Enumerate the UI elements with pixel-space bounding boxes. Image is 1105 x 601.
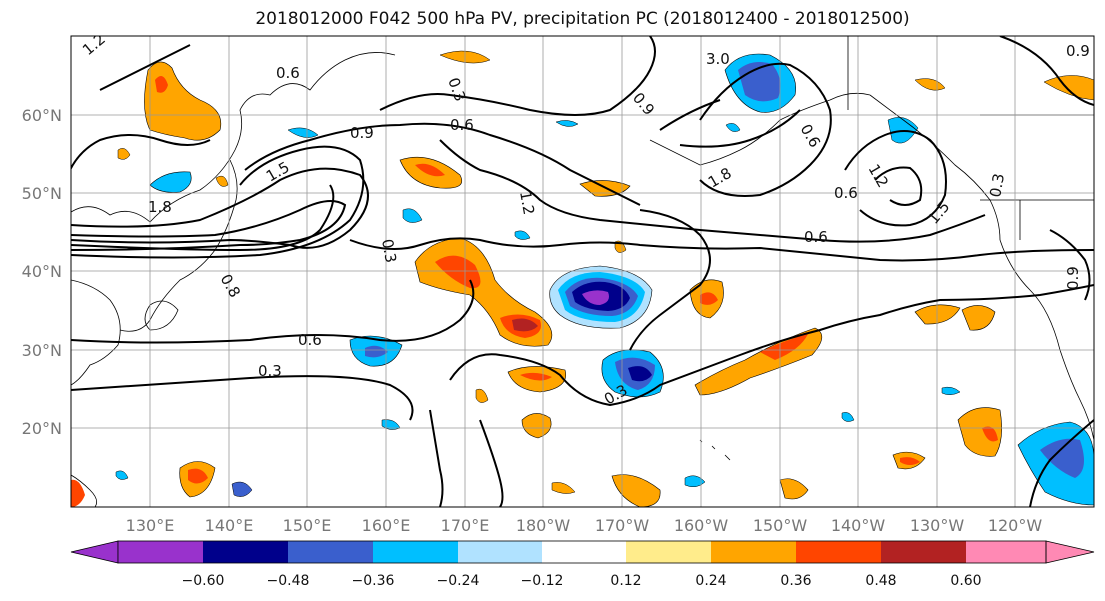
colorbar-bin [626,541,711,563]
colorbar-bin [288,541,373,563]
graticule [71,36,1094,507]
colorbar-tick: −0.36 [352,573,395,589]
map-frame [70,35,1095,508]
contour-label: 0.3 [258,362,282,380]
contour-label: 0.6 [298,331,322,349]
contour-label: 0.9 [1064,266,1082,290]
lat-label: 40°N [22,262,62,281]
colorbar-extend-high [1045,540,1095,564]
contour-label: 0.6 [804,228,828,246]
contour-label: 1.2 [516,190,538,217]
lon-label: 160°W [674,516,729,535]
colorbar-bin [966,541,1046,563]
contour-label: 0.6 [450,116,474,134]
colorbar-tick: 0.36 [780,573,811,589]
lon-label: 140°W [831,516,886,535]
colorbar-bin [796,541,881,563]
contour-label: 0.3 [378,238,400,265]
colorbar-bin [203,541,288,563]
lon-label: 170°E [441,516,490,535]
contour-label: 0.3 [986,172,1008,199]
longitude-labels: 130°E 140°E 150°E 160°E 170°E 180°W 170°… [126,516,1043,535]
lat-label: 50°N [22,184,62,203]
contour-label: 1.8 [148,198,172,216]
colorbar-tick: −0.12 [521,573,564,589]
contour-label: 0.9 [350,124,374,142]
lon-label: 160°E [362,516,411,535]
colorbar-tick: 0.48 [865,573,896,589]
contour-label: 3.0 [706,50,730,68]
colorbar-extend-low [70,540,119,564]
precip-shading [71,50,1094,507]
shade-japan-blue [149,171,192,193]
lat-label: 20°N [22,419,62,438]
lon-label: 150°W [753,516,808,535]
colorbar-tick: −0.60 [182,573,225,589]
map-panel: 1.2 0.6 0.3 0.9 0.6 1.5 1.8 0.3 0.8 1.2 … [71,36,1094,507]
contour-label: 0.6 [276,64,300,82]
lon-label: 120°W [988,516,1043,535]
colorbar-bin [542,541,626,563]
colorbar-bin [881,541,966,563]
lat-label: 30°N [22,341,62,360]
colorbar-bin [118,541,203,563]
map-title: 2018012000 F042 500 hPa PV, precipitatio… [255,9,910,29]
colorbar-bin [373,541,458,563]
lon-label: 140°E [205,516,254,535]
latitude-labels: 60°N 50°N 40°N 30°N 20°N [22,106,62,438]
lat-label: 60°N [22,106,62,125]
colorbar-tick: 0.60 [950,573,981,589]
colorbar: −0.60 −0.48 −0.36 −0.24 −0.12 0.12 0.24 … [70,540,1095,589]
pv-contours [71,36,1094,507]
shade-southeast-positive [957,407,1002,457]
lon-label: 130°W [910,516,965,535]
colorbar-bin [711,541,796,563]
colorbar-bin [458,541,542,563]
coastlines [71,36,1094,507]
colorbar-tick: −0.24 [437,573,480,589]
lon-label: 180°W [516,516,571,535]
colorbar-tick: −0.48 [267,573,310,589]
colorbar-tick: 0.24 [695,573,726,589]
lon-label: 170°W [595,516,650,535]
contour-label: 0.9 [1066,42,1090,60]
contour-label: 0.6 [834,184,858,202]
lon-label: 150°E [283,516,332,535]
colorbar-tick: 0.12 [610,573,641,589]
lon-label: 130°E [126,516,175,535]
